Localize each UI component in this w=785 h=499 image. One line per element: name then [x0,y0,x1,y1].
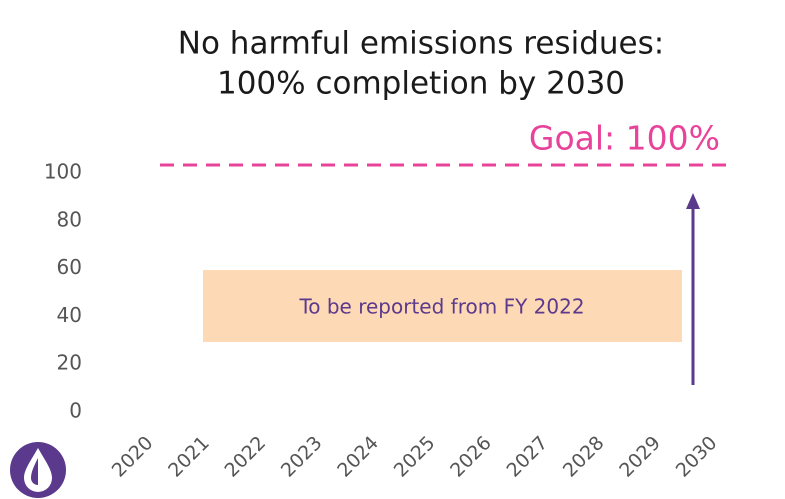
x-tick-label: 2025 [390,432,440,482]
annotation-box [203,270,682,342]
arrow-head [686,193,700,209]
logo [10,442,66,498]
x-tick-label: 2029 [615,432,665,482]
y-tick-label: 0 [69,399,82,423]
x-tick-label: 2023 [277,432,327,482]
x-tick-label: 2030 [672,432,722,482]
y-tick-label: 60 [57,255,82,279]
y-tick-label: 80 [57,207,82,231]
y-tick-label: 40 [57,303,82,327]
x-tick-label: 2024 [333,432,383,482]
annotation: To be reported from FY 2022 [298,295,584,319]
x-tick-label: 2027 [502,432,552,482]
y-tick-label: 20 [57,351,82,375]
y-tick-label: 100 [44,160,82,184]
x-tick-label: 2026 [446,432,496,482]
x-tick-label: 2022 [220,432,270,482]
chart-title: 100% completion by 2030 [217,66,625,102]
x-tick-label: 2021 [164,432,214,482]
x-tick-label: 2020 [108,432,158,482]
goal-label: Goal: 100% [529,119,720,158]
chart-title: No harmful emissions residues: [178,26,664,62]
x-tick-label: 2028 [559,432,609,482]
